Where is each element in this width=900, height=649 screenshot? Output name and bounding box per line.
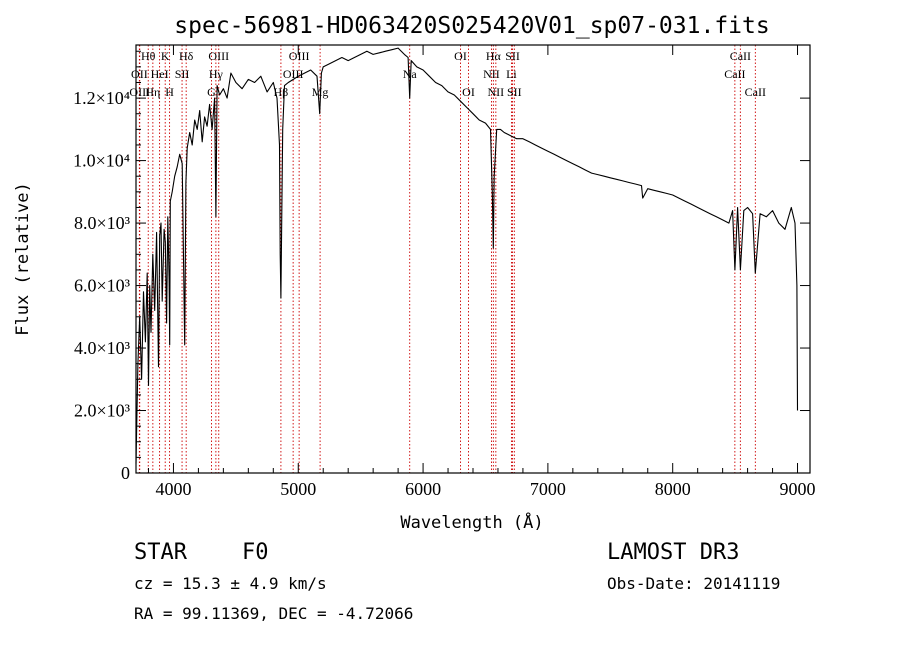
line-marker-label: G — [207, 85, 216, 99]
y-axis-label: Flux (relative) — [13, 182, 33, 336]
line-marker-label: Na — [403, 67, 418, 81]
line-markers — [138, 45, 756, 473]
y-tick-label: 1.0×10⁴ — [73, 151, 130, 171]
line-marker-label: OII — [131, 67, 148, 81]
y-axis: 0 2.0×10³ 4.0×10³ 6.0×10³ 8.0×10³ 1.0×10⁴ 1.2×… — [73, 50, 810, 483]
x-tick-label: 9000 — [780, 479, 816, 499]
line-marker-label: Hα — [486, 49, 502, 63]
y-tick-label: 0 — [121, 463, 130, 483]
coordinates-readout: RA = 99.11369, DEC = -4.72066 — [134, 604, 414, 623]
y-tick-label: 6.0×10³ — [74, 276, 131, 296]
line-marker-label: HeI — [151, 67, 169, 81]
line-marker-label: Hη — [145, 85, 160, 99]
line-marker-label: H — [165, 85, 174, 99]
chart-title: spec-56981-HD063420S025420V01_sp07-031.f… — [174, 13, 769, 39]
object-type: STAR — [134, 540, 187, 565]
line-marker-label: NII — [488, 85, 505, 99]
y-tick-label: 4.0×10³ — [74, 338, 131, 358]
line-marker-label: K — [161, 49, 170, 63]
line-marker-label: SII — [505, 49, 520, 63]
x-tick-label: 6000 — [405, 479, 441, 499]
plot-frame — [135, 44, 811, 474]
x-axis-label: Wavelength (Å) — [400, 511, 543, 533]
spectrum-line — [135, 47, 799, 464]
line-marker-label: Hγ — [209, 67, 224, 81]
line-marker-label: Hθ — [141, 49, 156, 63]
series-group — [135, 47, 799, 464]
y-tick-label: 8.0×10³ — [74, 213, 131, 233]
line-marker-label: OI — [462, 85, 475, 99]
redshift-readout: cz = 15.3 ± 4.9 km/s — [134, 574, 327, 593]
spectral-subclass: F0 — [242, 540, 269, 565]
x-axis: 4000 5000 6000 7000 8000 9000 — [147, 45, 816, 499]
y-tick-label: 2.0×10³ — [74, 401, 131, 421]
line-marker-label: OI — [454, 49, 467, 63]
line-marker-label: CaII — [745, 85, 766, 99]
x-tick-label: 4000 — [155, 479, 191, 499]
y-tick-label: 1.2×10⁴ — [73, 88, 130, 108]
x-tick-label: 7000 — [530, 479, 566, 499]
line-marker-label: CaII — [730, 49, 751, 63]
line-marker-label: NII — [483, 67, 500, 81]
x-tick-label: 5000 — [280, 479, 316, 499]
observation-date: Obs-Date: 20141119 — [607, 574, 781, 593]
line-marker-label: Li — [506, 67, 517, 81]
line-marker-label: SII — [175, 67, 190, 81]
line-marker-label: OIII — [283, 67, 304, 81]
line-marker-label: OIII — [289, 49, 310, 63]
line-marker-label: SII — [507, 85, 522, 99]
line-marker-label: OIII — [208, 49, 229, 63]
survey-name: LAMOST DR3 — [607, 540, 740, 565]
line-marker-label: CaII — [724, 67, 745, 81]
line-marker-label: Hδ — [179, 49, 194, 63]
line-marker-label: OIII — [129, 85, 150, 99]
x-tick-label: 8000 — [655, 479, 691, 499]
